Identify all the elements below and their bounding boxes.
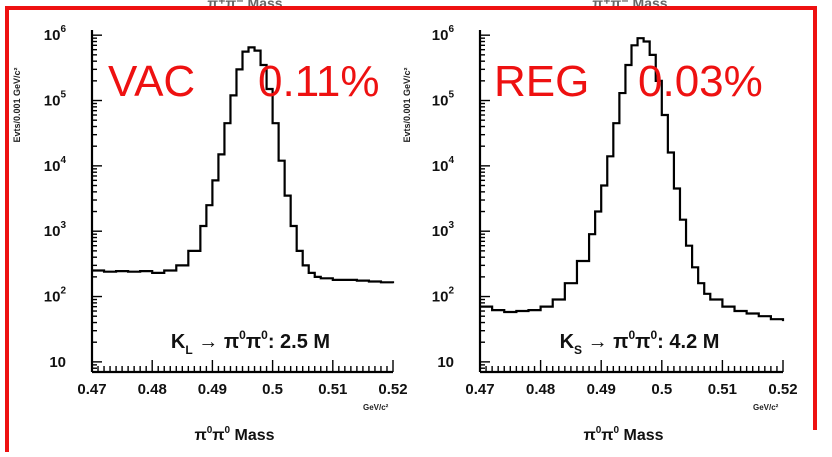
frame-left-border: [5, 6, 9, 452]
x-axis-label: π0π0 Mass: [583, 425, 663, 444]
y-tick-label: 105: [432, 90, 455, 110]
y-tick-exponent: 2: [60, 286, 66, 297]
x-unit-label: GeV/c²: [753, 403, 779, 412]
y-tick-base: 10: [44, 27, 61, 44]
y-tick-base: 10: [432, 93, 449, 110]
y-tick-label: 103: [432, 220, 455, 240]
overlay-label: REG: [494, 57, 589, 106]
frame-top-border: [5, 6, 817, 10]
annot-count: : 4.2 M: [657, 331, 719, 353]
annot-pi-2: π: [246, 331, 261, 353]
x-tick-label: 0.52: [378, 381, 407, 398]
y-tick-base: 10: [49, 354, 66, 371]
annot-k: K: [560, 331, 575, 353]
x-tick-label: 0.48: [138, 381, 167, 398]
y-tick-label: 10: [437, 354, 454, 371]
y-tick-exponent: 3: [448, 220, 454, 231]
y-tick-base: 10: [44, 223, 61, 240]
xlabel-mass: Mass: [230, 427, 275, 444]
y-tick-label: 105: [44, 90, 67, 110]
annot-sub: L: [185, 343, 192, 357]
histogram-series: [92, 46, 395, 284]
x-axis-label: π0π0 Mass: [194, 425, 274, 444]
y-tick-label: 103: [44, 220, 67, 240]
annot-sup-1: 0: [628, 328, 635, 342]
y-tick-exponent: 6: [60, 24, 66, 35]
y-tick-exponent: 3: [60, 220, 66, 231]
annot-sup-1: 0: [239, 328, 246, 342]
y-tick-exponent: 4: [60, 155, 66, 166]
panel-1: π⁺π⁻ Mass106105104103102100.470.480.490.…: [12, 0, 408, 444]
annot-pi-2: π: [635, 331, 650, 353]
x-tick-label: 0.47: [77, 381, 106, 398]
y-tick-exponent: 5: [448, 90, 454, 101]
y-tick-base: 10: [44, 289, 61, 306]
annot-sup-2: 0: [261, 328, 268, 342]
y-tick-label: 10: [49, 354, 66, 371]
x-tick-label: 0.47: [465, 381, 494, 398]
xlabel-pi-2: π: [212, 427, 224, 444]
x-tick-label: 0.5: [262, 381, 283, 398]
annot-k: K: [171, 331, 186, 353]
annot-arrow-pi: → π: [582, 331, 628, 353]
decay-annotation: KS → π0π0: 4.2 M: [560, 328, 720, 357]
y-tick-base: 10: [432, 223, 449, 240]
y-tick-base: 10: [437, 354, 454, 371]
xlabel-sup-1: 0: [207, 425, 213, 436]
y-tick-label: 102: [44, 286, 67, 306]
x-tick-label: 0.5: [651, 381, 672, 398]
xlabel-sup-2: 0: [614, 425, 620, 436]
y-axis-label: Evts/0.001 GeV/c²: [402, 67, 412, 142]
y-tick-label: 104: [432, 155, 455, 175]
xlabel-pi-2: π: [601, 427, 613, 444]
overlay-value: 0.11%: [258, 57, 380, 106]
y-tick-exponent: 4: [448, 155, 454, 166]
x-tick-label: 0.51: [318, 381, 347, 398]
decay-annotation: KL → π0π0: 2.5 M: [171, 328, 330, 357]
y-tick-base: 10: [432, 27, 449, 44]
y-tick-label: 104: [44, 155, 67, 175]
x-tick-label: 0.51: [708, 381, 737, 398]
annot-arrow-pi: → π: [193, 331, 239, 353]
y-tick-base: 10: [44, 158, 61, 175]
xlabel-sup-2: 0: [225, 425, 231, 436]
y-tick-exponent: 6: [448, 24, 454, 35]
frame-right-border: [813, 6, 817, 430]
x-tick-label: 0.52: [768, 381, 797, 398]
x-tick-label: 0.49: [198, 381, 227, 398]
xlabel-pi-1: π: [583, 427, 595, 444]
cut-off-title: π⁺π⁻ Mass: [592, 0, 667, 11]
y-axis-label: Evts/0.001 GeV/c²: [12, 67, 22, 142]
overlay-label: VAC: [108, 57, 195, 106]
cut-off-title: π⁺π⁻ Mass: [207, 0, 282, 11]
y-tick-exponent: 2: [448, 286, 454, 297]
overlay-value: 0.03%: [638, 57, 763, 106]
xlabel-mass: Mass: [619, 427, 664, 444]
y-tick-label: 106: [432, 24, 455, 44]
panel-2: π⁺π⁻ Mass106105104103102100.470.480.490.…: [402, 0, 798, 444]
annot-sup-2: 0: [650, 328, 657, 342]
y-tick-exponent: 5: [60, 90, 66, 101]
y-tick-label: 106: [44, 24, 67, 44]
xlabel-pi-1: π: [194, 427, 206, 444]
x-tick-label: 0.49: [587, 381, 616, 398]
y-tick-base: 10: [432, 289, 449, 306]
y-tick-base: 10: [44, 93, 61, 110]
annot-count: : 2.5 M: [268, 331, 330, 353]
x-unit-label: GeV/c²: [363, 403, 389, 412]
x-tick-label: 0.48: [526, 381, 555, 398]
annot-sub: S: [574, 343, 582, 357]
xlabel-sup-1: 0: [596, 425, 602, 436]
histogram-series: [480, 37, 785, 322]
y-tick-label: 102: [432, 286, 455, 306]
y-tick-base: 10: [432, 158, 449, 175]
